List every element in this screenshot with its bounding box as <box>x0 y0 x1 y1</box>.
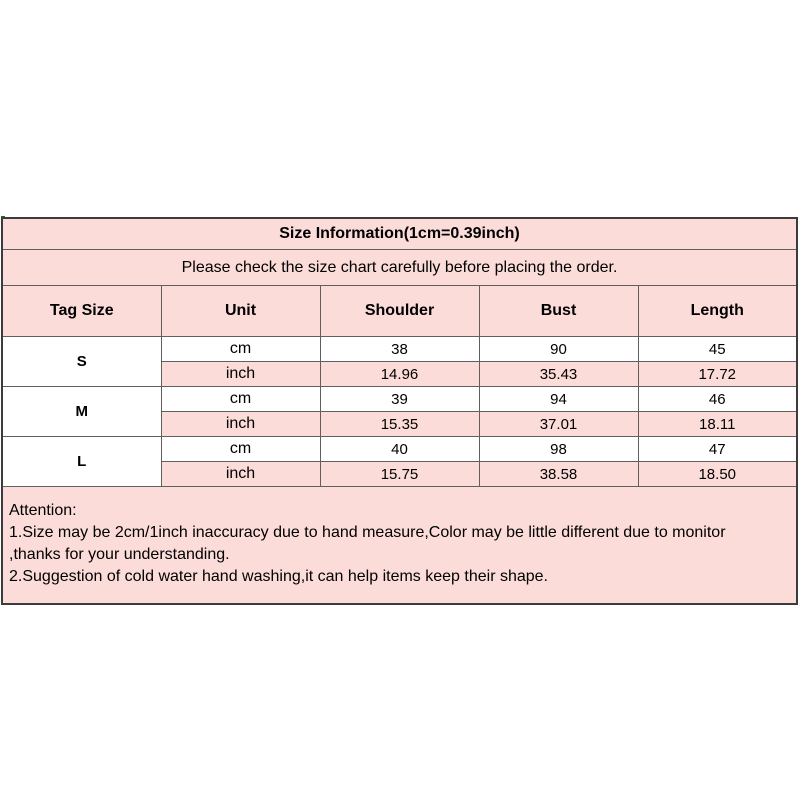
tag-size-cell-s: S <box>1 336 162 387</box>
measurement-cell-shoulder: 15.35 <box>319 411 480 437</box>
attention-line-2: ,thanks for your understanding. <box>9 546 230 563</box>
table-row: L cm 40 98 47 <box>1 436 798 487</box>
measurement-cell-length: 18.11 <box>637 411 798 437</box>
column-header-length: Length <box>637 285 798 337</box>
tag-size-cell-l: L <box>1 436 162 487</box>
unit-cell: inch <box>160 361 321 387</box>
table-row: inch 15.35 37.01 18.11 <box>2 411 798 437</box>
measurement-cell-length: 18.50 <box>637 461 798 487</box>
measurement-cell-bust: 38.58 <box>478 461 639 487</box>
measurement-cell-bust: 98 <box>478 436 639 462</box>
measurement-cell-shoulder: 38 <box>319 336 480 362</box>
measurement-cell-bust: 35.43 <box>478 361 639 387</box>
attention-line-3: 2.Suggestion of cold water hand washing,… <box>9 568 548 585</box>
unit-cell: inch <box>160 461 321 487</box>
unit-cell: cm <box>160 436 321 462</box>
measurement-cell-shoulder: 40 <box>319 436 480 462</box>
measurement-cell-shoulder: 15.75 <box>319 461 480 487</box>
attention-line-1: 1.Size may be 2cm/1inch inaccuracy due t… <box>9 524 726 541</box>
unit-cell: cm <box>160 336 321 362</box>
table-row: M cm 39 94 46 <box>1 386 798 437</box>
tag-size-cell-m: M <box>1 386 162 437</box>
table-row: S cm 38 90 45 <box>1 336 798 387</box>
measurement-cell-bust: 90 <box>478 336 639 362</box>
measurement-cell-bust: 94 <box>478 386 639 412</box>
column-header-tag-size: Tag Size <box>1 285 162 337</box>
table-row: inch 14.96 35.43 17.72 <box>2 361 798 387</box>
table-subtitle: Please check the size chart carefully be… <box>1 249 798 286</box>
measurement-cell-length: 47 <box>637 436 798 462</box>
unit-cell: inch <box>160 411 321 437</box>
unit-cell: cm <box>160 386 321 412</box>
measurement-cell-length: 46 <box>637 386 798 412</box>
table-row: inch 15.75 38.58 18.50 <box>2 461 798 487</box>
column-header-unit: Unit <box>160 285 321 337</box>
attention-note: Attention: 1.Size may be 2cm/1inch inacc… <box>1 486 798 605</box>
column-header-shoulder: Shoulder <box>319 285 480 337</box>
measurement-cell-length: 45 <box>637 336 798 362</box>
attention-heading: Attention: <box>9 502 77 519</box>
size-chart-table: Size Information(1cm=0.39inch) Please ch… <box>1 217 798 605</box>
column-header-bust: Bust <box>478 285 639 337</box>
measurement-cell-shoulder: 39 <box>319 386 480 412</box>
table-title: Size Information(1cm=0.39inch) <box>1 217 798 250</box>
measurement-cell-length: 17.72 <box>637 361 798 387</box>
measurement-cell-bust: 37.01 <box>478 411 639 437</box>
measurement-cell-shoulder: 14.96 <box>319 361 480 387</box>
